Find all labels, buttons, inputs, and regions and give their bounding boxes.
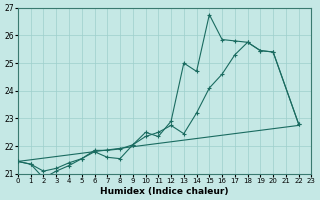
X-axis label: Humidex (Indice chaleur): Humidex (Indice chaleur) <box>100 187 229 196</box>
